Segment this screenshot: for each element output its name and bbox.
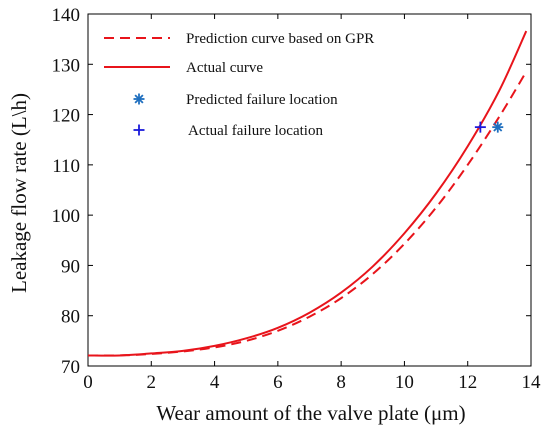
y-tick-label: 70 (61, 357, 80, 378)
legend-label: Predicted failure location (186, 92, 338, 108)
plot-frame (87, 13, 532, 367)
asterisk-stroke (134, 94, 144, 104)
x-tick-label: 12 (458, 372, 477, 393)
x-tick-label: 6 (273, 372, 283, 393)
x-tick-label: 0 (83, 372, 93, 393)
y-tick-label: 110 (52, 156, 80, 177)
actual-curve-line (87, 30, 528, 357)
axes: 0 2 4 6 8 10 12 14 70 80 90 100 110 120 130 140 (52, 5, 542, 393)
x-axis-title: Wear amount of the valve plate (μm) (156, 401, 465, 425)
x-tick-label: 10 (395, 372, 414, 393)
predicted-failure-marker (492, 121, 504, 133)
actual-failure-marker (474, 121, 486, 133)
y-tick-label: 100 (52, 206, 81, 227)
series-layer (87, 30, 528, 357)
y-axis-title: Leakage flow rate (L\h) (7, 93, 31, 293)
x-tick-label: 8 (336, 372, 346, 393)
asterisk-stroke (493, 122, 503, 132)
x-tick-label: 14 (522, 372, 542, 393)
y-tick-label: 140 (52, 5, 81, 26)
y-tick-label: 130 (52, 55, 81, 76)
x-tick-label: 2 (147, 372, 157, 393)
legend-label: Prediction curve based on GPR (186, 31, 374, 47)
legend-label: Actual failure location (188, 123, 323, 139)
y-tick-label: 90 (61, 256, 80, 277)
legend-plus-icon (133, 124, 145, 136)
legend-asterisk-icon (133, 93, 145, 105)
legend: Prediction curve based on GPR Actual curv… (104, 31, 374, 139)
legend-label: Actual curve (186, 60, 263, 76)
y-tick-label: 120 (52, 106, 81, 127)
y-tick-label: 80 (61, 307, 80, 328)
x-tick-label: 4 (210, 372, 220, 393)
